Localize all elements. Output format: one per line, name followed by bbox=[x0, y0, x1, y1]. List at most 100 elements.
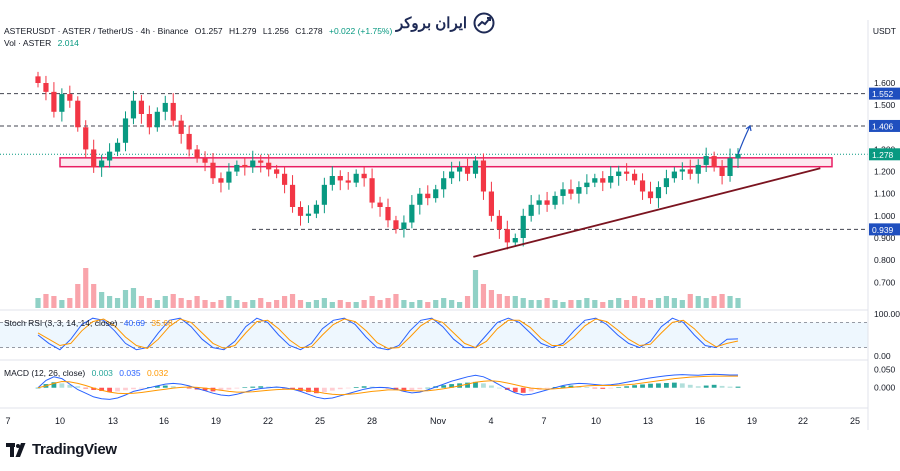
date-tick-label: 4 bbox=[488, 416, 493, 426]
candle-body bbox=[281, 173, 288, 185]
volume-bar bbox=[122, 290, 129, 308]
volume-bar bbox=[456, 302, 463, 308]
macd-histogram-bar bbox=[671, 382, 677, 388]
volume-bar bbox=[289, 294, 296, 308]
volume-bar bbox=[146, 298, 152, 308]
volume-bar bbox=[305, 302, 312, 308]
symbol-title[interactable]: ASTERUSDT · ASTER / TetherUS · 4h · Bina… bbox=[4, 26, 189, 36]
macd-legend: MACD (12, 26, close) 0.003 0.035 0.032 bbox=[4, 368, 172, 378]
volume-bar bbox=[385, 298, 391, 308]
macd-histogram-bar bbox=[449, 384, 455, 388]
candle-body bbox=[592, 178, 598, 183]
macd-histogram-bar bbox=[67, 384, 73, 388]
symbol-legend: ASTERUSDT · ASTER / TetherUS · 4h · Bina… bbox=[4, 26, 396, 36]
macd-histogram-bar bbox=[592, 387, 598, 389]
volume-bar bbox=[568, 300, 574, 308]
volume-bar bbox=[647, 300, 654, 308]
candle-body bbox=[218, 178, 224, 183]
candle-body bbox=[329, 176, 335, 185]
volume-bar bbox=[393, 294, 399, 308]
volume-bar bbox=[114, 298, 121, 308]
volume-bar bbox=[178, 298, 184, 308]
volume-bar bbox=[663, 296, 670, 308]
macd-histogram-bar bbox=[528, 387, 534, 392]
macd-title[interactable]: MACD (12, 26, close) bbox=[4, 368, 86, 378]
volume-bar bbox=[91, 284, 97, 308]
volume-bar bbox=[138, 296, 145, 308]
volume-bar bbox=[735, 298, 741, 308]
candle-body bbox=[576, 187, 582, 194]
candle-body bbox=[202, 158, 208, 163]
macd-line-value: 0.035 bbox=[119, 368, 141, 378]
macd-histogram-bar bbox=[162, 385, 168, 388]
candle-body bbox=[99, 160, 105, 168]
brand-name: ایران بروکر bbox=[396, 15, 468, 32]
volume-bar bbox=[83, 268, 89, 308]
tradingview-logo[interactable]: TradingView bbox=[6, 441, 117, 458]
candle-body bbox=[146, 114, 152, 128]
volume-label[interactable]: Vol · ASTER bbox=[4, 38, 52, 48]
volume-bar bbox=[488, 290, 495, 308]
volume-bar bbox=[242, 302, 248, 308]
candle-body bbox=[735, 153, 741, 159]
volume-legend: Vol · ASTER 2.014 bbox=[4, 38, 83, 48]
volume-bar bbox=[464, 296, 471, 308]
macd-histogram-bar bbox=[679, 383, 685, 388]
macd-tick-label: 0.000 bbox=[874, 383, 896, 393]
price-tag-box bbox=[869, 87, 900, 100]
date-tick-label: 22 bbox=[798, 416, 808, 426]
volume-bar bbox=[687, 294, 693, 308]
volume-value: 2.014 bbox=[57, 38, 79, 48]
date-tick-label: 16 bbox=[695, 416, 705, 426]
macd-histogram-bar bbox=[99, 387, 105, 392]
tradingview-wordmark: TradingView bbox=[32, 441, 117, 458]
stoch-d-line bbox=[37, 318, 739, 349]
volume-bar bbox=[186, 300, 192, 308]
price-pane bbox=[0, 71, 868, 258]
volume-bar bbox=[337, 300, 343, 308]
candle-body bbox=[106, 151, 113, 161]
macd-histogram-bar bbox=[369, 386, 375, 388]
candle-body bbox=[472, 160, 479, 174]
macd-hist-value: 0.003 bbox=[91, 368, 113, 378]
date-tick-label: 25 bbox=[315, 416, 325, 426]
candle-body bbox=[401, 222, 407, 230]
macd-histogram-bar bbox=[512, 387, 518, 393]
price-tick-label: 1.100 bbox=[874, 189, 896, 199]
candle-body bbox=[361, 173, 367, 179]
price-tick-label: 0.900 bbox=[874, 233, 896, 243]
price-tag-box bbox=[869, 119, 900, 132]
macd-histogram-bar bbox=[266, 386, 272, 388]
volume-bar bbox=[226, 296, 232, 308]
projection-arrow bbox=[737, 125, 751, 155]
candle-body bbox=[242, 164, 248, 168]
candle-body bbox=[313, 204, 320, 214]
candle-body bbox=[186, 133, 192, 150]
candle-body bbox=[449, 171, 455, 179]
volume-bar bbox=[441, 298, 447, 308]
candle-body bbox=[385, 207, 391, 221]
volume-bar bbox=[353, 302, 359, 308]
quote-currency[interactable]: USDT bbox=[872, 26, 896, 36]
volume-bar bbox=[202, 300, 208, 308]
candle-body bbox=[544, 200, 550, 205]
candle-body bbox=[520, 215, 526, 238]
candle-body bbox=[35, 76, 41, 83]
date-tick-label: 25 bbox=[850, 416, 860, 426]
volume-bar bbox=[250, 300, 256, 308]
macd-histogram-bar bbox=[664, 382, 669, 388]
date-tick-label: 7 bbox=[541, 416, 546, 426]
candle-body bbox=[624, 171, 630, 174]
date-tick-label: 13 bbox=[643, 416, 653, 426]
macd-histogram-bar bbox=[703, 385, 709, 388]
macd-histogram-bar bbox=[520, 387, 526, 393]
candle-body bbox=[616, 171, 622, 176]
candle-body bbox=[600, 178, 606, 183]
macd-histogram-bar bbox=[608, 387, 614, 389]
macd-histogram-bar bbox=[91, 387, 97, 390]
candle-body bbox=[679, 169, 685, 172]
close-value: C1.278 bbox=[295, 26, 323, 36]
stoch-title[interactable]: Stoch RSI (3, 3, 14, 14, close) bbox=[4, 318, 118, 328]
date-tick-label: 19 bbox=[747, 416, 757, 426]
